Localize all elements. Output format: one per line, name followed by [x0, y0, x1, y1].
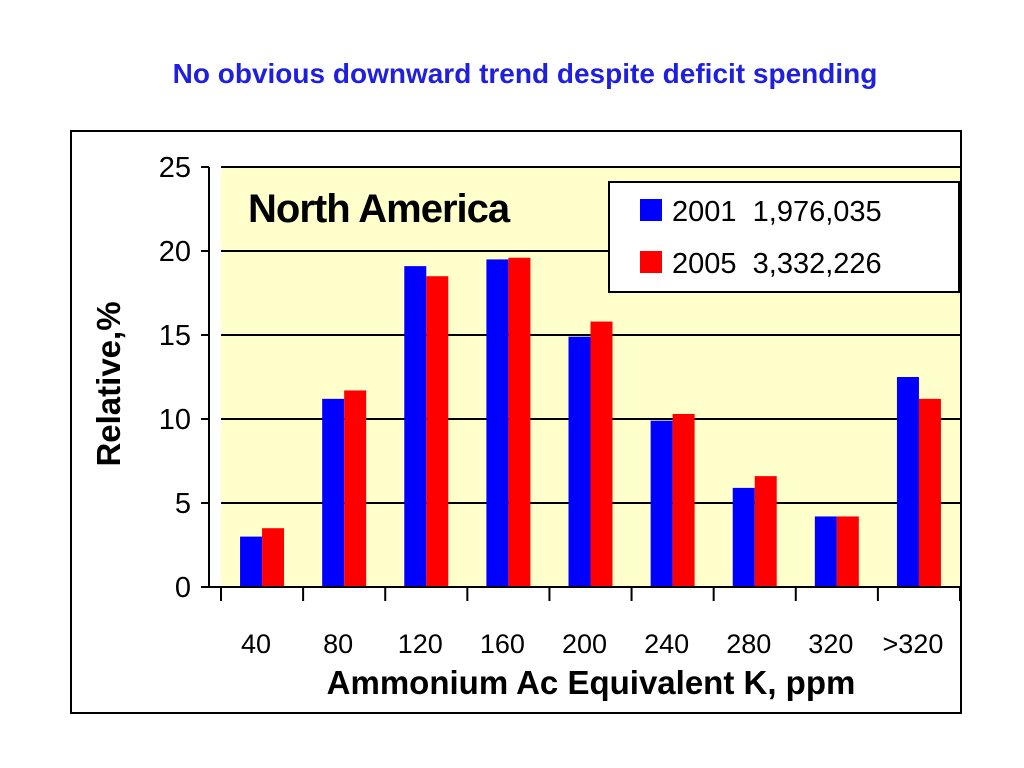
- y-tick-label-15: 15: [159, 320, 191, 352]
- bar-2001-320: [814, 516, 837, 587]
- bar-2001-80: [322, 398, 345, 587]
- slide-title: No obvious downward trend despite defici…: [172, 58, 878, 89]
- x-tick-label-5: 240: [644, 629, 689, 659]
- x-axis-title: Ammonium Ac Equivalent K, ppm: [327, 664, 856, 701]
- x-tick-label-4: 200: [562, 629, 607, 659]
- x-tick-label-3: 160: [480, 629, 525, 659]
- x-tick-label-0: 40: [241, 629, 271, 659]
- bar-2001-280: [732, 487, 755, 587]
- bar-2005-240: [672, 413, 695, 587]
- bar-2005-320: [836, 516, 859, 587]
- x-tick-label-7: 320: [808, 629, 853, 659]
- bar-2005-40: [262, 528, 285, 587]
- y-tick-label-0: 0: [175, 572, 191, 604]
- x-tick-label-6: 280: [726, 629, 771, 659]
- bar-2005-280: [754, 476, 777, 587]
- bar-2001-240: [650, 420, 673, 587]
- x-tick-label-8: >320: [883, 629, 944, 659]
- x-tick-label-2: 120: [398, 629, 443, 659]
- bar-2001-160: [486, 259, 509, 587]
- y-tick-label-25: 25: [159, 152, 191, 184]
- bar-2001-200: [568, 336, 591, 587]
- bar-2001-40: [240, 536, 263, 587]
- y-axis-title: Relative,%: [90, 301, 127, 466]
- legend-box: [608, 181, 960, 293]
- y-tick-label-5: 5: [175, 488, 191, 520]
- bar-2005->320: [918, 398, 941, 587]
- bar-2005-80: [344, 390, 367, 587]
- region-annotation: North America: [248, 187, 511, 231]
- bar-2001-120: [404, 266, 427, 587]
- y-tick-label-10: 10: [159, 404, 191, 436]
- bar-2005-160: [508, 257, 531, 587]
- bar-2001->320: [896, 377, 919, 587]
- legend-swatch-2001: [640, 199, 662, 221]
- x-tick-label-1: 80: [323, 629, 353, 659]
- legend-label-2001: 2001 1,976,035: [672, 196, 882, 228]
- bar-2005-200: [590, 321, 613, 587]
- bar-2005-120: [426, 276, 449, 587]
- y-tick-label-20: 20: [159, 236, 191, 268]
- legend-label-2005: 2005 3,332,226: [672, 248, 882, 280]
- legend: 2001 1,976,035 2005 3,332,226: [608, 181, 960, 293]
- legend-swatch-2005: [640, 251, 662, 273]
